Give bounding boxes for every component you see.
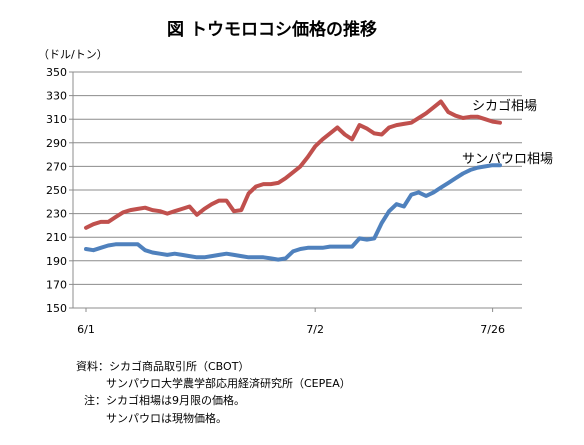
series-label-1: サンパウロ相場 [462,152,553,167]
note-source-2: サンパウロ大学農学部応用経済研究所（CEPEA） [106,377,351,390]
series-line-1 [84,163,502,262]
y-tick-label: 230 [46,208,67,221]
note-remark-2: サンパウロは現物価格。 [106,412,227,425]
grid-lines [73,71,522,285]
y-tick-label: 310 [46,113,67,126]
x-tick-label: 6/1 [77,323,95,336]
x-tick-label: 7/2 [306,323,324,336]
note-source-1: 資料：シカゴ商品取引所（CBOT） [76,360,250,373]
y-tick-label: 290 [46,137,67,150]
y-tick-label: 150 [46,302,67,315]
y-tick-label: 350 [46,66,67,79]
y-tick-label: 190 [46,255,67,268]
series-lines [84,99,502,262]
x-axis-ticks: 6/1 7/2 7/26 [77,308,505,336]
chart-title: 図 トウモロコシ価格の推移 [167,19,377,40]
y-tick-label: 170 [46,278,67,291]
x-tick-label: 7/26 [480,323,505,336]
y-tick-label: 330 [46,90,67,103]
note-remark-1: 注：シカゴ相場は9月限の価格。 [84,394,245,407]
series-line-0 [84,99,502,230]
y-tick-label: 270 [46,160,67,173]
y-tick-label: 210 [46,231,67,244]
y-tick-label: 250 [46,184,67,197]
y-axis-ticks: 150 170 190 210 230 250 270 290 310 330 350 [46,66,73,315]
y-axis-unit: （ドル/トン） [38,48,108,61]
series-label-0: シカゴ相場 [472,98,537,114]
